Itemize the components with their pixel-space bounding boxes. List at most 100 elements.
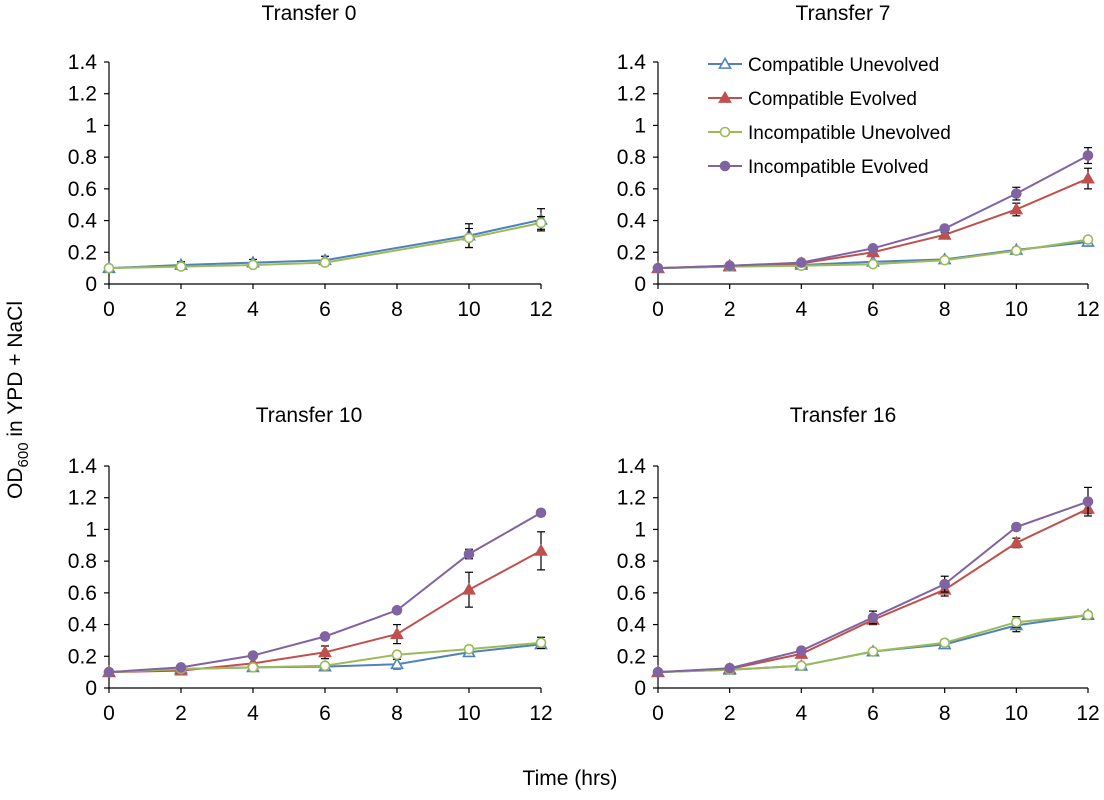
panel-title: Transfer 10 — [256, 404, 363, 427]
x-tick-label: 8 — [391, 298, 403, 321]
y-tick-label: 0.4 — [68, 210, 98, 233]
x-axis-label: Time (hrs) — [523, 767, 618, 790]
data-point — [391, 604, 403, 616]
data-point — [175, 261, 187, 272]
series-compatible-evolved — [651, 167, 1095, 274]
series-line — [108, 218, 542, 270]
y-tick-label: 1.4 — [68, 51, 98, 74]
x-tick-label: 8 — [939, 702, 951, 725]
x-tick-label: 2 — [724, 702, 736, 725]
x-tick-label: 4 — [795, 702, 807, 725]
data-point — [1011, 521, 1022, 533]
x-tick-label: 0 — [652, 298, 664, 321]
data-point — [937, 227, 952, 240]
data-point — [319, 660, 331, 672]
y-tick-label: 0.4 — [617, 614, 647, 637]
legend-swatch-marker — [718, 56, 732, 69]
data-point — [247, 259, 259, 271]
data-point — [724, 662, 735, 674]
y-tick-label: 1.2 — [68, 83, 97, 106]
series-compatible-evolved — [102, 531, 548, 678]
data-point — [1081, 171, 1095, 184]
y-axis-label-main: OD — [4, 467, 27, 499]
x-tick-label: 10 — [1005, 298, 1028, 321]
data-point — [175, 662, 187, 673]
y-tick-label: 1.4 — [617, 455, 647, 478]
data-point — [867, 612, 879, 623]
data-point — [867, 646, 879, 657]
x-tick-label: 10 — [457, 298, 480, 321]
x-tick-label: 6 — [319, 702, 331, 725]
data-point — [796, 257, 807, 268]
data-point — [535, 507, 547, 519]
legend-swatch-marker — [718, 90, 732, 103]
y-tick-label: 1 — [634, 518, 646, 541]
data-point — [652, 262, 664, 274]
data-point — [867, 258, 879, 270]
data-point — [535, 637, 547, 649]
data-point — [939, 637, 950, 649]
data-point — [463, 548, 475, 560]
panel-title: Transfer 0 — [262, 2, 357, 25]
x-tick-label: 2 — [175, 702, 187, 725]
x-tick-label: 12 — [529, 702, 552, 725]
y-tick-label: 0.6 — [617, 582, 646, 605]
data-point — [319, 631, 331, 642]
data-point — [1082, 234, 1094, 245]
data-point — [247, 662, 259, 673]
y-tick-label: 0.2 — [68, 241, 97, 264]
y-axis-label-rest: in YPD + NaCl — [4, 301, 27, 442]
legend-swatch-marker — [719, 126, 731, 138]
data-point — [462, 582, 476, 595]
y-tick-label: 1.2 — [68, 487, 97, 510]
y-tick-label: 0.8 — [617, 550, 646, 573]
y-tick-label: 1.4 — [617, 51, 647, 74]
y-tick-label: 1 — [85, 114, 97, 137]
x-tick-label: 8 — [391, 702, 403, 725]
y-tick-label: 0.2 — [617, 645, 646, 668]
y-tick-label: 0.8 — [68, 550, 97, 573]
y-tick-label: 0.6 — [617, 178, 646, 201]
panel-transfer-7: Transfer 7 0 0.2 0.4 0.6 0.8 1 1.2 1.4 0 2 4 6 8 10 12 — [617, 2, 1100, 321]
x-tick-label: 6 — [319, 298, 331, 321]
x-tick-label: 12 — [529, 298, 552, 321]
data-point — [390, 657, 404, 670]
x-tick-label: 2 — [724, 298, 736, 321]
x-tick-label: 2 — [175, 298, 187, 321]
y-tick-label: 0.8 — [68, 146, 97, 169]
y-tick-label: 0.6 — [68, 178, 97, 201]
x-tick-label: 0 — [103, 298, 115, 321]
data-point — [534, 543, 548, 556]
legend-label: Compatible Evolved — [748, 89, 917, 110]
series-incompatible-evolved — [652, 147, 1094, 274]
data-point — [939, 223, 950, 234]
data-point — [939, 578, 950, 590]
series-incompatible-evolved — [103, 507, 547, 678]
y-tick-label: 0.8 — [617, 146, 646, 169]
legend-label: Compatible Unevolved — [748, 55, 939, 76]
data-point — [1011, 188, 1022, 199]
data-point — [867, 243, 879, 254]
data-point — [319, 257, 331, 268]
x-tick-label: 10 — [1005, 702, 1028, 725]
data-point — [318, 645, 332, 658]
panel-transfer-10: Transfer 10 0 0.2 0.4 0.6 0.8 1 1.2 1.4 0 2 4 6 8 10 12 — [68, 404, 553, 725]
data-point — [463, 643, 475, 655]
x-tick-label: 6 — [867, 702, 879, 725]
data-point — [1009, 535, 1024, 548]
data-point — [652, 666, 664, 678]
x-tick-label: 6 — [867, 298, 879, 321]
data-point — [796, 645, 807, 657]
x-tick-label: 0 — [652, 702, 664, 725]
y-tick-label: 0.2 — [617, 241, 646, 264]
y-tick-label: 0.4 — [617, 210, 647, 233]
x-tick-label: 12 — [1076, 298, 1099, 321]
legend-item-incompatible-unevolved: Incompatible Unevolved — [708, 123, 951, 144]
y-axis-label-subscript: 600 — [15, 442, 32, 467]
legend-label: Incompatible Unevolved — [748, 123, 951, 144]
legend-item-compatible-unevolved: Compatible Unevolved — [708, 55, 939, 76]
data-point — [391, 649, 403, 661]
series-line — [108, 221, 542, 270]
data-point — [103, 666, 115, 678]
x-tick-label: 4 — [247, 702, 259, 725]
